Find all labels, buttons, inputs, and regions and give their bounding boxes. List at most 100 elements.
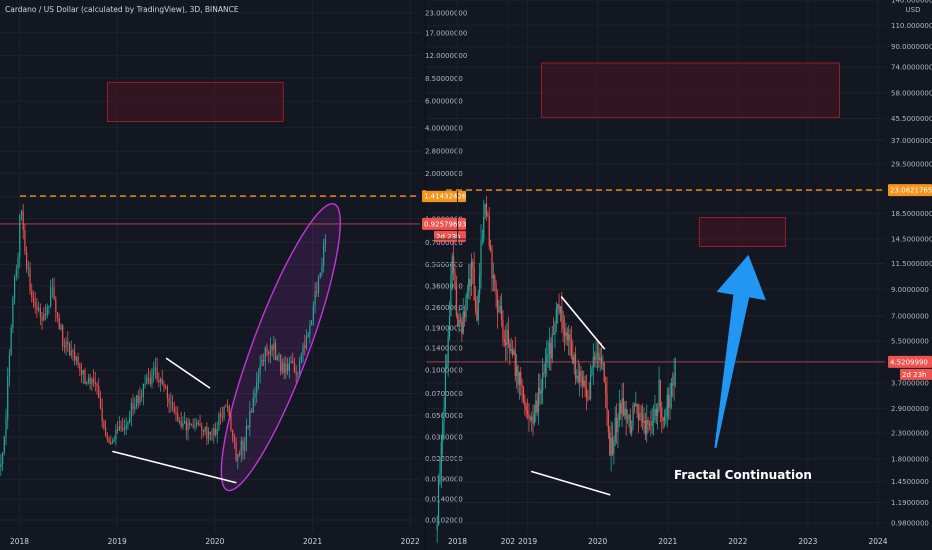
x-tick-label: 202 [501,537,516,546]
candle [27,268,29,269]
candle [487,214,489,217]
candle [637,413,640,421]
trend-line[interactable] [112,450,237,484]
candle [468,278,470,292]
supply-zone[interactable] [541,62,840,118]
candle [646,420,648,435]
candle [663,417,666,422]
candle [220,413,222,417]
candle [466,291,468,299]
candle [82,370,84,375]
candle [626,418,629,420]
y-tick-label: 6.0000000 [425,98,463,106]
x-tick-label: 2020 [588,537,607,546]
trend-line[interactable] [165,357,211,389]
candle [507,329,510,344]
y-tick-label: 1.8000000 [891,455,929,463]
candle [12,298,14,328]
channel-ellipse[interactable] [201,194,360,500]
supply-zone[interactable] [107,81,284,122]
candle [137,395,139,404]
currency-label[interactable]: USD [906,6,921,14]
y-tick-label: 18.5000000 [891,210,932,218]
candle [43,314,45,321]
candle [574,354,577,379]
candle [458,319,460,327]
candle [442,422,444,443]
candle [509,343,511,352]
candle [535,400,537,414]
annotation-text[interactable]: Fractal Continuation [674,468,812,482]
candle [101,407,103,422]
supply-zone[interactable] [698,217,786,247]
candle [481,238,483,242]
candle [495,283,497,295]
candle [521,384,523,388]
candle [544,363,546,374]
candle [218,413,220,429]
y-tick-label: 140.0000000 [891,0,932,5]
candle [518,371,520,385]
candle [110,442,112,444]
candle [570,342,573,357]
trend-line[interactable] [530,470,611,496]
candle [674,373,677,375]
candle [214,428,217,436]
candle [120,426,122,428]
candle [98,386,100,398]
candle [194,425,196,427]
candle [565,332,567,337]
candle [446,364,448,369]
candle [314,291,316,306]
candle [451,256,453,275]
candle [32,297,35,303]
candle [591,368,593,375]
y-tick-label: 37.0000000 [891,137,932,145]
candle [323,244,325,266]
price-axis-strip [886,0,932,550]
y-tick-label: 58.0000000 [891,89,932,97]
candle [8,354,11,377]
candle [561,306,563,320]
trend-line[interactable] [560,296,606,350]
candle [450,274,452,317]
candle [654,408,656,420]
candle [44,314,47,316]
candle [286,363,289,371]
candle [199,424,201,426]
candle [285,363,287,374]
candle [259,365,261,375]
candle [436,524,438,531]
candle [673,374,675,385]
candle [51,287,53,289]
candle [142,383,144,397]
candle [63,346,65,348]
candle [494,275,496,284]
candle [615,417,618,432]
candle [661,407,663,417]
y-tick-label: 0.9800000 [891,520,929,528]
candle [462,311,464,334]
candle [650,425,652,427]
candle [474,300,477,310]
y-tick-label: 2.0000000 [425,170,463,178]
candle [599,357,601,360]
countdown-badge [900,368,932,380]
candle [579,370,581,382]
candle [537,387,540,412]
candle [620,403,622,414]
candle [463,311,466,318]
candle [223,406,225,418]
candle [559,306,562,313]
candle [166,387,169,399]
candle [636,404,638,414]
candle [588,398,590,400]
candle [94,382,96,385]
candle [496,294,499,312]
last-price-label: 0.92579693 [424,220,466,228]
candle [147,377,150,379]
candle [540,391,542,394]
candle [113,439,115,442]
arrow-up-icon[interactable] [714,254,766,448]
